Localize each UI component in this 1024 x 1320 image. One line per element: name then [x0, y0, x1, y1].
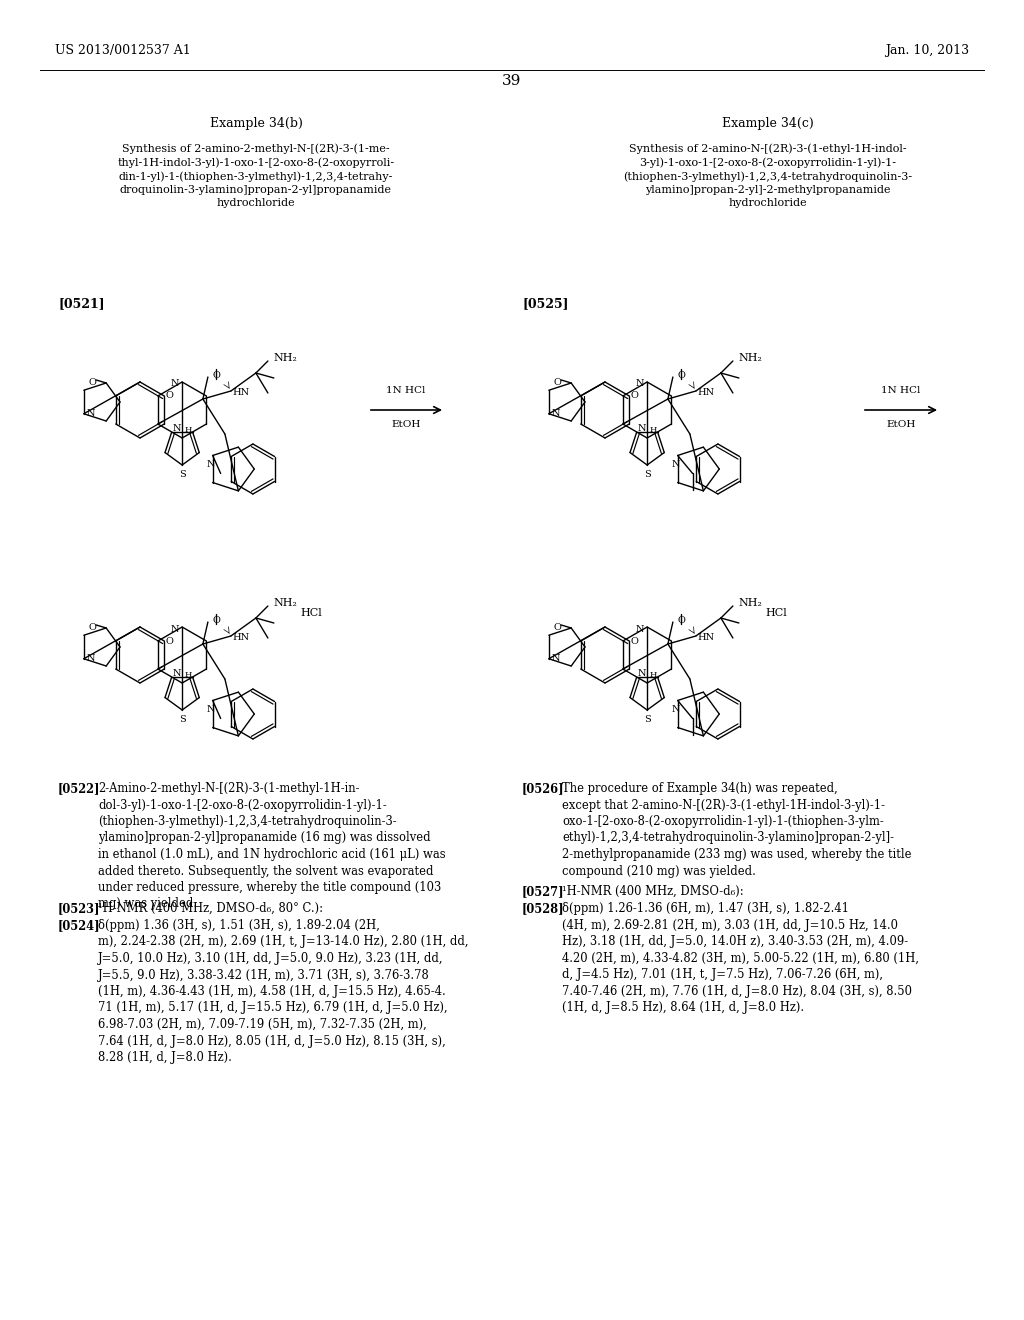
Text: O: O	[88, 379, 96, 388]
Text: S: S	[179, 470, 185, 479]
Text: [0523]: [0523]	[58, 902, 100, 915]
Text: HN: HN	[232, 388, 250, 397]
Text: δ(ppm) 1.36 (3H, s), 1.51 (3H, s), 1.89-2.04 (2H,
m), 2.24-2.38 (2H, m), 2.69 (1: δ(ppm) 1.36 (3H, s), 1.51 (3H, s), 1.89-…	[98, 919, 469, 1064]
Text: EtOH: EtOH	[887, 420, 915, 429]
Text: ¹H-NMR (400 MHz, DMSO-d₆, 80° C.):: ¹H-NMR (400 MHz, DMSO-d₆, 80° C.):	[98, 902, 323, 915]
Text: H: H	[184, 426, 191, 434]
Text: [0526]: [0526]	[522, 781, 564, 795]
Text: N: N	[636, 380, 644, 388]
Text: Synthesis of 2-amino-2-methyl-N-[(2R)-3-(1-me-
thyl-1H-indol-3-yl)-1-oxo-1-[2-ox: Synthesis of 2-amino-2-methyl-N-[(2R)-3-…	[118, 143, 394, 209]
Text: N: N	[171, 624, 179, 634]
Text: O: O	[631, 636, 639, 645]
Text: NH₂: NH₂	[739, 598, 763, 609]
Text: HN: HN	[232, 634, 250, 642]
Text: Example 34(b): Example 34(b)	[210, 117, 302, 129]
Text: O: O	[553, 379, 561, 388]
Text: S: S	[179, 715, 185, 723]
Text: O: O	[166, 636, 174, 645]
Text: N: N	[552, 409, 560, 418]
Text: US 2013/0012537 A1: US 2013/0012537 A1	[55, 44, 190, 57]
Text: ¹H-NMR (400 MHz, DMSO-d₆):: ¹H-NMR (400 MHz, DMSO-d₆):	[562, 884, 743, 898]
Text: [0522]: [0522]	[58, 781, 100, 795]
Text: S: S	[644, 715, 650, 723]
Text: NH₂: NH₂	[739, 352, 763, 363]
Text: 2-Amino-2-methyl-N-[(2R)-3-(1-methyl-1H-in-
dol-3-yl)-1-oxo-1-[2-oxo-8-(2-oxopyr: 2-Amino-2-methyl-N-[(2R)-3-(1-methyl-1H-…	[98, 781, 445, 911]
Text: N: N	[207, 461, 215, 470]
Text: N: N	[638, 424, 646, 433]
Text: [0521]: [0521]	[58, 297, 104, 310]
Text: O: O	[213, 616, 221, 624]
Text: N: N	[173, 424, 181, 433]
Text: 1N HCl: 1N HCl	[882, 385, 921, 395]
Text: O: O	[553, 623, 561, 632]
Text: O: O	[631, 392, 639, 400]
Text: H: H	[184, 671, 191, 678]
Text: [0524]: [0524]	[58, 919, 100, 932]
Text: δ(ppm) 1.26-1.36 (6H, m), 1.47 (3H, s), 1.82-2.41
(4H, m), 2.69-2.81 (2H, m), 3.: δ(ppm) 1.26-1.36 (6H, m), 1.47 (3H, s), …	[562, 902, 919, 1014]
Text: EtOH: EtOH	[391, 420, 421, 429]
Text: H: H	[649, 671, 656, 678]
Text: NH₂: NH₂	[273, 352, 298, 363]
Text: O: O	[166, 392, 174, 400]
Text: H: H	[649, 426, 656, 434]
Text: 1N HCl: 1N HCl	[386, 385, 426, 395]
Text: O: O	[88, 623, 96, 632]
Text: [0527]: [0527]	[522, 884, 564, 898]
Text: N: N	[87, 409, 95, 418]
Text: O: O	[678, 616, 686, 624]
Text: N: N	[173, 669, 181, 678]
Text: N: N	[672, 705, 680, 714]
Text: Example 34(c): Example 34(c)	[722, 117, 814, 129]
Text: N: N	[207, 705, 215, 714]
Text: O: O	[213, 371, 221, 380]
Text: [0528]: [0528]	[522, 902, 564, 915]
Text: [0525]: [0525]	[522, 297, 568, 310]
Text: O: O	[678, 371, 686, 380]
Text: 39: 39	[503, 74, 521, 88]
Text: Synthesis of 2-amino-N-[(2R)-3-(1-ethyl-1H-indol-
3-yl)-1-oxo-1-[2-oxo-8-(2-oxop: Synthesis of 2-amino-N-[(2R)-3-(1-ethyl-…	[624, 143, 912, 209]
Text: HCl: HCl	[301, 609, 323, 618]
Text: N: N	[638, 669, 646, 678]
Text: HN: HN	[698, 634, 715, 642]
Text: S: S	[644, 470, 650, 479]
Text: N: N	[171, 380, 179, 388]
Text: N: N	[87, 655, 95, 663]
Text: N: N	[552, 655, 560, 663]
Text: The procedure of Example 34(h) was repeated,
except that 2-amino-N-[(2R)-3-(1-et: The procedure of Example 34(h) was repea…	[562, 781, 911, 878]
Text: HN: HN	[698, 388, 715, 397]
Text: HCl: HCl	[766, 609, 787, 618]
Text: Jan. 10, 2013: Jan. 10, 2013	[885, 44, 969, 57]
Text: N: N	[636, 624, 644, 634]
Text: N: N	[672, 461, 680, 470]
Text: NH₂: NH₂	[273, 598, 298, 609]
